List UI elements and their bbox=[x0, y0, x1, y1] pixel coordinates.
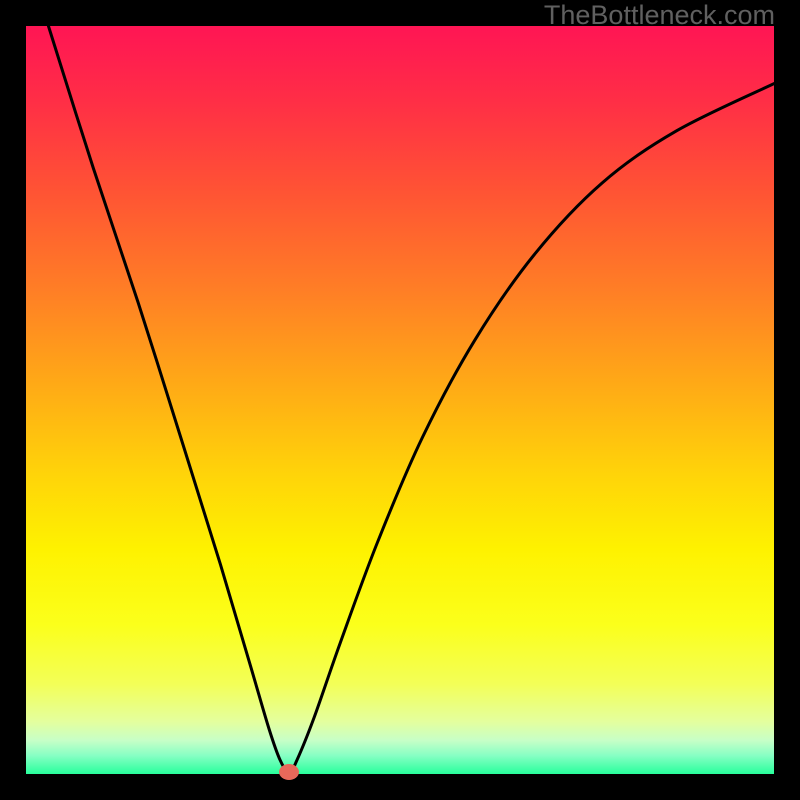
bottleneck-marker bbox=[279, 764, 299, 780]
bottleneck-curve bbox=[48, 26, 774, 773]
watermark-text: TheBottleneck.com bbox=[544, 0, 775, 31]
plot-area bbox=[26, 26, 774, 774]
curve-layer bbox=[26, 26, 774, 774]
chart-container: TheBottleneck.com bbox=[0, 0, 800, 800]
